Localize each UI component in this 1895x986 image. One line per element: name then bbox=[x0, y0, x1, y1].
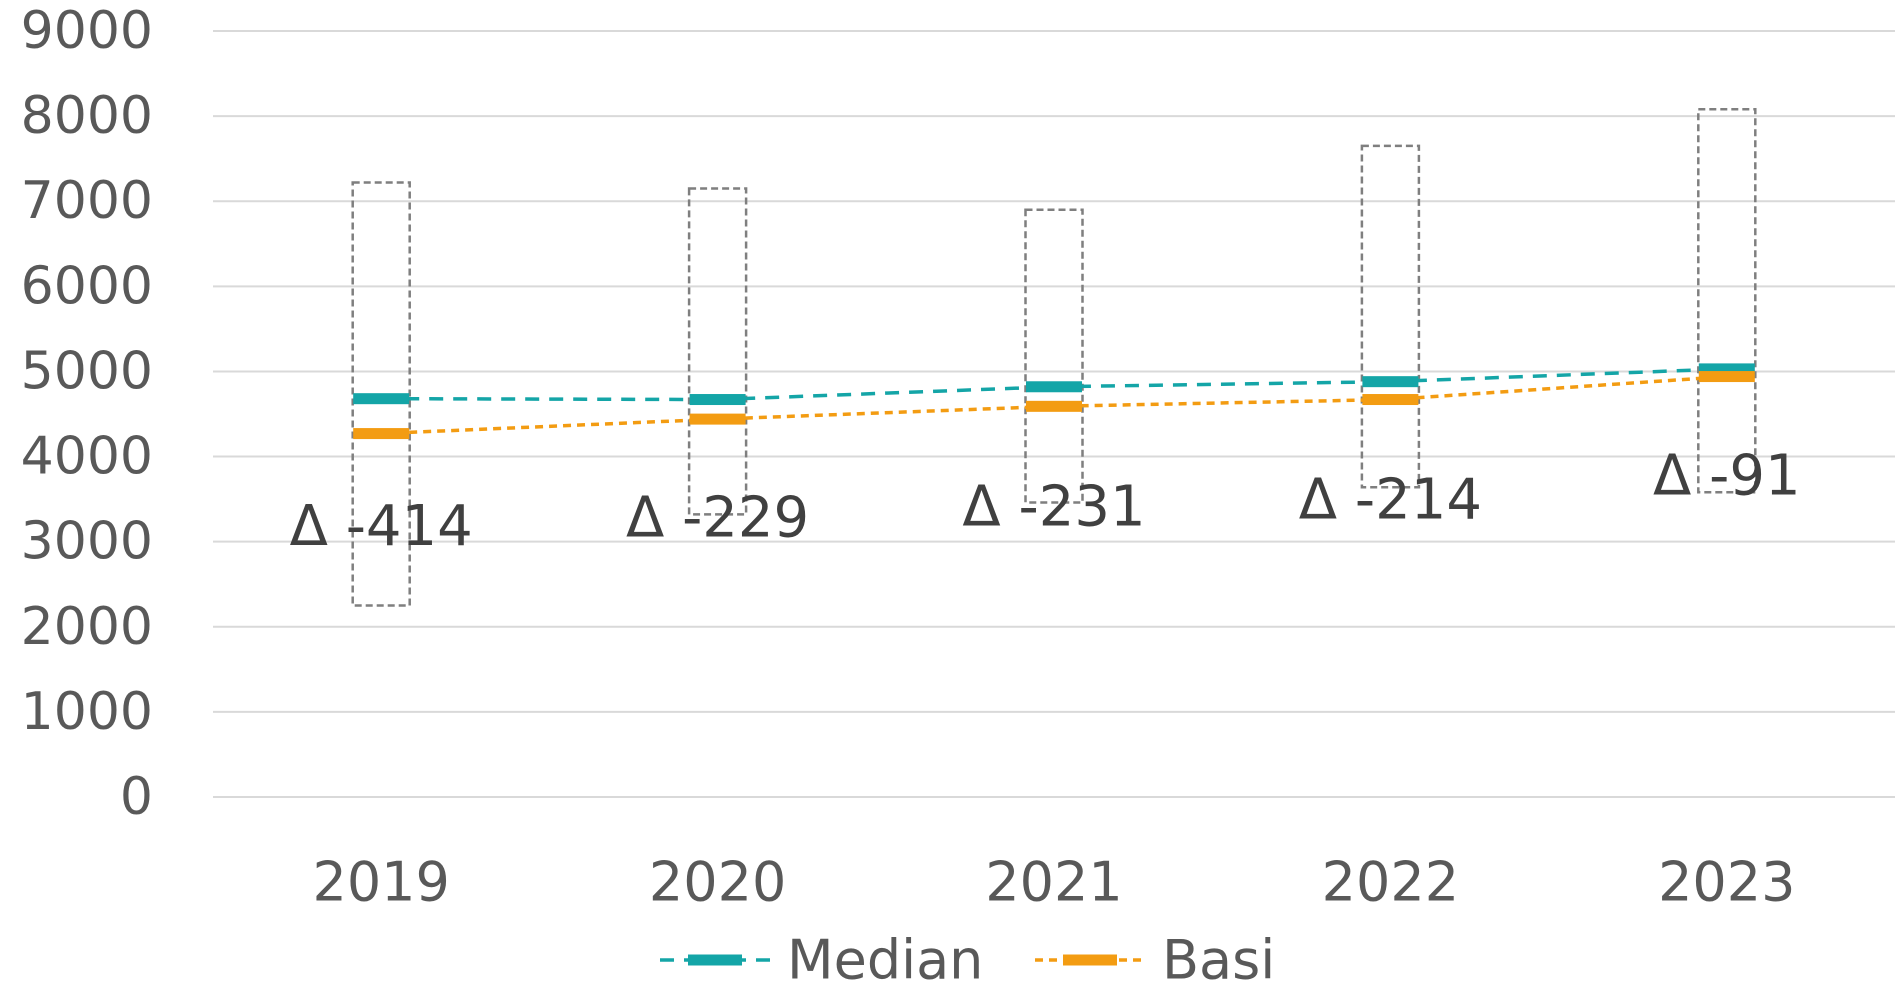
y-axis-ticks: 0 1000 2000 3000 4000 5000 6000 7000 8000 9000 bbox=[21, 1, 153, 827]
delta-labels: Δ -414 Δ -229 Δ -231 Δ -214 Δ -91 bbox=[290, 444, 1801, 559]
x-tick-label: 2022 bbox=[1322, 851, 1459, 914]
x-tick-label: 2021 bbox=[985, 851, 1122, 914]
y-tick-label: 4000 bbox=[21, 427, 153, 487]
delta-label: Δ -414 bbox=[290, 494, 473, 559]
range-box bbox=[1360, 144, 1421, 489]
y-tick-label: 3000 bbox=[21, 512, 153, 572]
y-tick-label: 9000 bbox=[21, 1, 153, 61]
delta-label: Δ -214 bbox=[1299, 467, 1482, 532]
marker-basi bbox=[353, 428, 410, 440]
marker-median bbox=[1026, 381, 1082, 393]
legend-item-median: Median bbox=[660, 929, 983, 986]
x-tick-label: 2023 bbox=[1658, 851, 1795, 914]
marker-basi bbox=[689, 413, 746, 425]
range-box bbox=[687, 187, 748, 516]
legend-label: Basi bbox=[1162, 929, 1275, 986]
legend-item-basi: Basi bbox=[1035, 929, 1275, 986]
y-tick-label: 5000 bbox=[21, 341, 153, 401]
series-markers bbox=[353, 363, 1755, 440]
marker-basi bbox=[1026, 400, 1082, 412]
range-box bbox=[1697, 108, 1757, 494]
marker-median bbox=[1362, 376, 1419, 388]
grid-lines bbox=[213, 30, 1895, 798]
delta-label: Δ -91 bbox=[1653, 444, 1801, 509]
legend: Median Basi bbox=[660, 929, 1275, 986]
range-box bbox=[1024, 208, 1084, 504]
marker-median bbox=[1698, 363, 1755, 375]
delta-label: Δ -229 bbox=[626, 485, 809, 550]
marker-basi bbox=[1698, 371, 1755, 383]
y-tick-label: 0 bbox=[120, 767, 153, 827]
legend-label: Median bbox=[787, 929, 983, 986]
range-box bbox=[351, 181, 411, 607]
marker-basi bbox=[1362, 394, 1419, 406]
y-tick-label: 8000 bbox=[21, 86, 153, 146]
range-boxes bbox=[351, 108, 1757, 607]
x-tick-label: 2019 bbox=[312, 851, 449, 914]
legend-marker bbox=[688, 954, 742, 966]
legend-marker bbox=[1063, 954, 1117, 966]
x-axis-ticks: 2019 2020 2021 2022 2023 bbox=[312, 851, 1795, 914]
delta-label: Δ -231 bbox=[962, 474, 1145, 539]
marker-median bbox=[353, 393, 410, 405]
y-tick-label: 7000 bbox=[21, 171, 153, 231]
y-tick-label: 6000 bbox=[21, 256, 153, 316]
y-tick-label: 1000 bbox=[21, 682, 153, 742]
marker-median bbox=[689, 394, 746, 406]
x-tick-label: 2020 bbox=[649, 851, 786, 914]
y-tick-label: 2000 bbox=[21, 597, 153, 657]
